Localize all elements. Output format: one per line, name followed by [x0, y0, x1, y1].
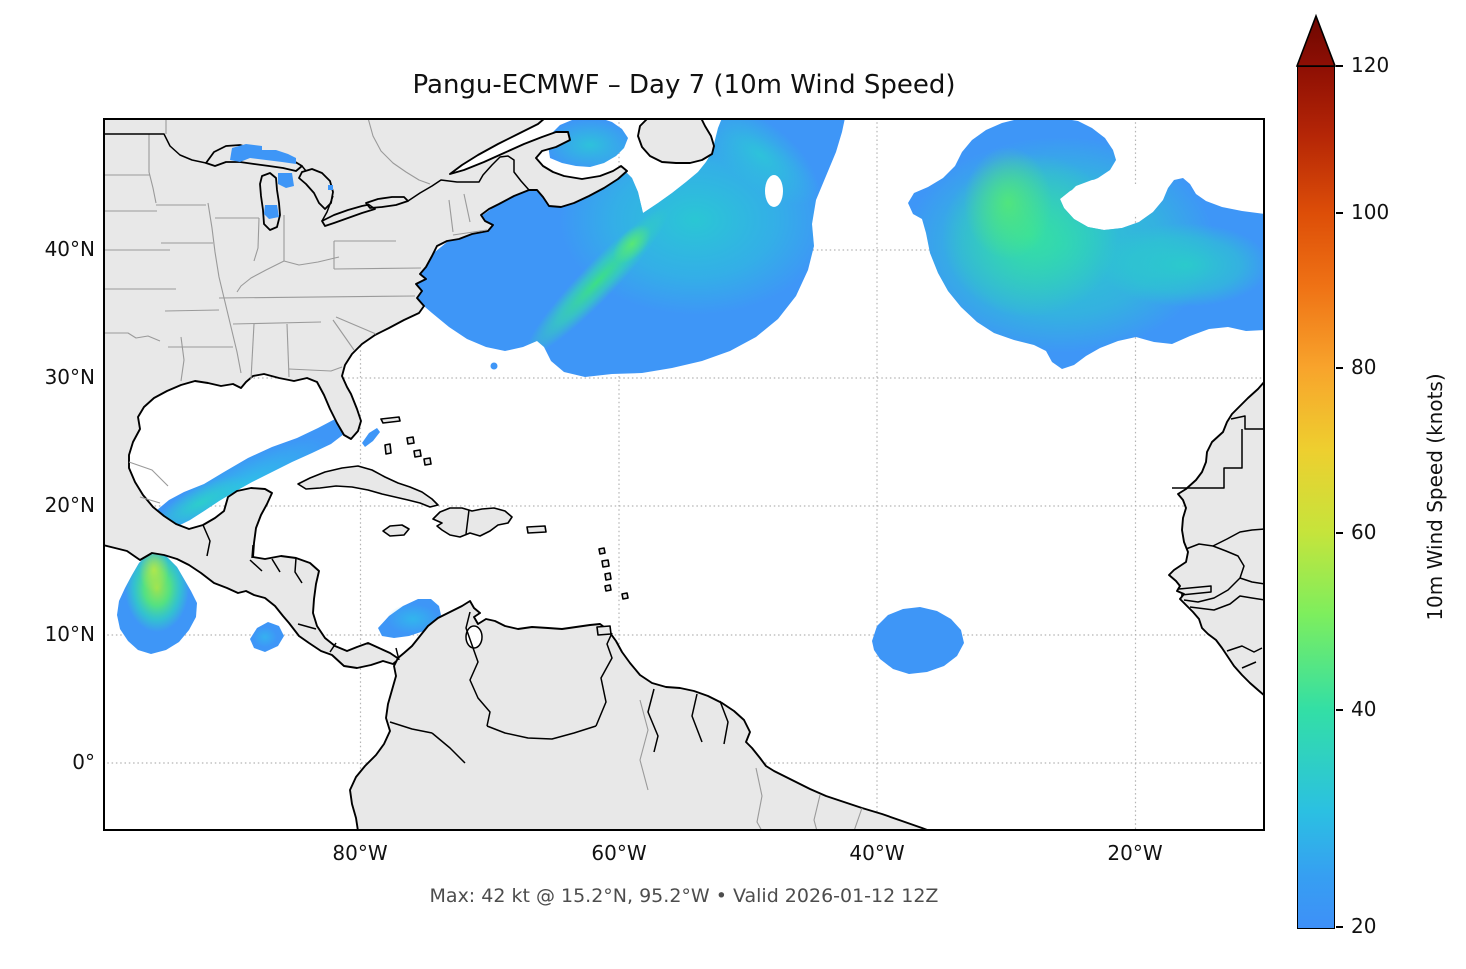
colorbar-tick-label-120: 120 — [1351, 53, 1390, 77]
colorbar-tick-label-40: 40 — [1351, 697, 1377, 721]
map-area — [102, 117, 1266, 832]
great-lakes — [205, 144, 409, 231]
bahamas-islands — [380, 416, 432, 466]
lake-michigan — [259, 172, 281, 231]
hispaniola-island — [432, 507, 513, 538]
africa-landmass — [1168, 380, 1266, 697]
map-canvas — [102, 117, 1266, 832]
colorbar-tick-20 — [1336, 926, 1343, 928]
wind-patch-tehuantepec — [117, 552, 197, 654]
wind-patch-lake-huron — [328, 185, 333, 190]
wind-patch-colombia-core — [387, 604, 439, 634]
lesser-antilles-islands — [596, 547, 629, 636]
lake-wind-patches — [230, 144, 333, 219]
colorbar-tick-40 — [1336, 709, 1343, 711]
x-axis-tick-label-20w: 20°W — [1107, 841, 1163, 865]
wind-field — [117, 118, 1265, 674]
x-axis-tick-label-80w: 80°W — [332, 841, 388, 865]
x-axis-tick-label-40w: 40°W — [849, 841, 905, 865]
map-frame — [103, 118, 1265, 831]
x-axis-tick-label-60w: 60°W — [591, 841, 647, 865]
country-borders — [103, 133, 1266, 764]
colorbar-tick-label-20: 20 — [1351, 914, 1377, 938]
wind-patch-gulf-of-mexico — [150, 408, 380, 528]
colorbar-label: 10m Wind Speed (knots) — [1423, 373, 1447, 621]
colorbar-tick-100 — [1336, 212, 1343, 214]
colorbar-tick-label-80: 80 — [1351, 355, 1377, 379]
wind-patch-bahamas-streak — [362, 428, 380, 447]
wind-patch-lake-superior — [230, 144, 296, 164]
colorbar-tick-label-60: 60 — [1351, 520, 1377, 544]
y-axis-tick-label-0: 0° — [72, 750, 95, 774]
wind-patch-lake-michigan-mid — [264, 205, 279, 219]
puerto-rico-island — [526, 525, 547, 534]
colorbar-tick-80 — [1336, 367, 1343, 369]
lake-maracaibo — [465, 625, 483, 649]
south-america-landmass — [349, 600, 931, 832]
wind-patch-ne-atlantic — [908, 118, 1265, 369]
wind-patch-papagayo-core — [253, 627, 277, 647]
wind-patch-central-atlantic — [872, 607, 964, 674]
newfoundland-island — [637, 117, 715, 164]
dry-slot-notch — [1066, 178, 1148, 222]
colorbar-extend-arrow-icon — [1295, 13, 1337, 67]
colorbar-tick-120 — [1336, 65, 1343, 67]
jamaica-island — [382, 524, 410, 537]
y-axis-tick-label-20n: 20°N — [44, 493, 95, 517]
wind-patch-lake-michigan-north — [278, 173, 294, 188]
state-borders — [103, 117, 863, 832]
landmasses — [102, 117, 1266, 832]
subtitle-max-annotation: Max: 42 kt @ 15.2°N, 95.2°W • Valid 2026… — [429, 885, 939, 907]
y-axis-tick-label-10n: 10°N — [44, 622, 95, 646]
colorbar-tick-label-100: 100 — [1351, 200, 1390, 224]
y-axis-tick-label-30n: 30°N — [44, 365, 95, 389]
north-central-america-landmass — [102, 117, 628, 669]
colorbar-gradient — [1297, 66, 1335, 929]
chart-title: Pangu-ECMWF – Day 7 (10m Wind Speed) — [412, 70, 956, 100]
cuba-island — [297, 465, 439, 508]
lake-huron — [298, 168, 334, 210]
colorbar-tick-60 — [1336, 532, 1343, 534]
y-axis-tick-label-40n: 40°N — [44, 237, 95, 261]
